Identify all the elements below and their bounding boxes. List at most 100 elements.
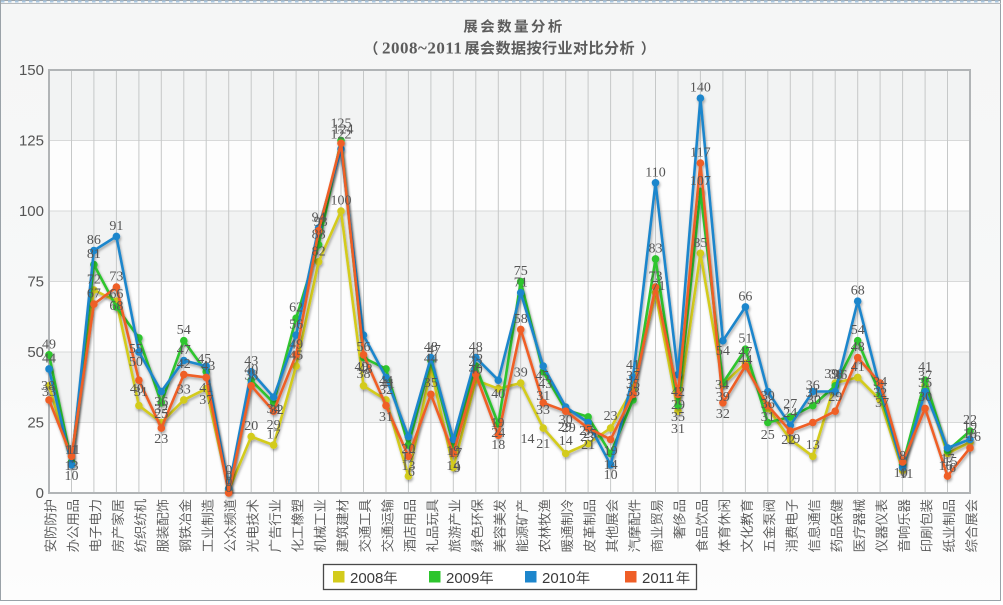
svg-text:50: 50 — [129, 355, 143, 370]
svg-text:73: 73 — [649, 270, 663, 285]
svg-text:44: 44 — [424, 351, 438, 366]
svg-text:49: 49 — [42, 337, 56, 352]
svg-text:0: 0 — [225, 475, 232, 490]
svg-text:54: 54 — [716, 344, 730, 359]
svg-text:9: 9 — [454, 461, 461, 476]
svg-text:37: 37 — [199, 393, 213, 408]
svg-text:100: 100 — [19, 203, 44, 220]
svg-text:37: 37 — [918, 369, 932, 384]
svg-text:48: 48 — [469, 340, 483, 355]
svg-text:45: 45 — [197, 352, 211, 367]
svg-text:10: 10 — [65, 469, 79, 484]
svg-text:25: 25 — [583, 427, 597, 442]
svg-text:32: 32 — [379, 383, 393, 398]
svg-text:48: 48 — [424, 340, 438, 355]
svg-text:50: 50 — [27, 344, 44, 361]
svg-text:24: 24 — [783, 406, 797, 421]
svg-text:17: 17 — [401, 450, 415, 465]
svg-text:81: 81 — [87, 247, 101, 262]
svg-text:33: 33 — [626, 385, 640, 400]
svg-text:25: 25 — [154, 407, 168, 422]
svg-text:35: 35 — [918, 376, 932, 391]
svg-text:14: 14 — [604, 458, 618, 473]
svg-text:22: 22 — [963, 413, 977, 428]
svg-text:25: 25 — [761, 428, 775, 443]
svg-text:23: 23 — [580, 430, 594, 445]
svg-text:16: 16 — [939, 459, 953, 474]
svg-text:39: 39 — [514, 366, 528, 381]
svg-text:31: 31 — [536, 389, 550, 404]
svg-text:83: 83 — [649, 241, 663, 256]
svg-text:13: 13 — [65, 459, 79, 474]
svg-text:2008: 2008 — [350, 570, 383, 587]
svg-text:27: 27 — [783, 397, 797, 412]
svg-text:71: 71 — [514, 275, 528, 290]
svg-text:19: 19 — [604, 444, 618, 459]
svg-text:40: 40 — [130, 382, 144, 397]
svg-text:44: 44 — [738, 353, 752, 368]
svg-text:72: 72 — [87, 273, 101, 288]
svg-text:19: 19 — [491, 416, 505, 431]
svg-text:41: 41 — [626, 358, 640, 373]
svg-text:24: 24 — [491, 426, 505, 441]
svg-text:39: 39 — [824, 367, 838, 382]
svg-text:6: 6 — [949, 461, 956, 476]
svg-text:32: 32 — [154, 402, 168, 417]
svg-text:49: 49 — [355, 360, 369, 375]
svg-text:0: 0 — [225, 481, 232, 496]
svg-text:20: 20 — [244, 419, 258, 434]
svg-text:48: 48 — [359, 362, 373, 377]
svg-text:31: 31 — [806, 386, 820, 401]
svg-text:110: 110 — [645, 165, 665, 180]
svg-text:10: 10 — [894, 466, 908, 481]
svg-text:16: 16 — [967, 430, 981, 445]
svg-text:0: 0 — [36, 485, 44, 502]
svg-text:68: 68 — [851, 284, 865, 299]
svg-text:36: 36 — [833, 368, 847, 383]
svg-text:40: 40 — [244, 363, 258, 378]
svg-text:43: 43 — [201, 359, 215, 374]
svg-text:35: 35 — [671, 410, 685, 425]
svg-text:14: 14 — [446, 459, 460, 474]
svg-text:17: 17 — [941, 452, 955, 467]
svg-text:32: 32 — [270, 403, 284, 418]
svg-text:2009: 2009 — [446, 570, 479, 587]
svg-text:41: 41 — [918, 360, 932, 375]
svg-text:31: 31 — [761, 410, 775, 425]
svg-text:41: 41 — [851, 360, 865, 375]
svg-text:124: 124 — [333, 123, 354, 138]
svg-text:11: 11 — [900, 467, 913, 482]
svg-text:91: 91 — [109, 219, 123, 234]
svg-text:18: 18 — [491, 438, 505, 453]
svg-text:17: 17 — [448, 446, 462, 461]
svg-text:23: 23 — [604, 409, 618, 424]
svg-text:30: 30 — [807, 393, 821, 408]
svg-text:94: 94 — [312, 210, 326, 225]
svg-text:88: 88 — [312, 227, 326, 242]
svg-text:47: 47 — [427, 343, 441, 358]
svg-text:38: 38 — [829, 368, 843, 383]
svg-text:47: 47 — [177, 343, 191, 358]
svg-text:11: 11 — [67, 443, 80, 458]
svg-text:54: 54 — [177, 323, 191, 338]
svg-text:35: 35 — [424, 376, 438, 391]
svg-text:33: 33 — [177, 382, 191, 397]
svg-text:86: 86 — [87, 233, 101, 248]
svg-text:75: 75 — [27, 274, 44, 291]
svg-text:10: 10 — [604, 468, 618, 483]
svg-text:43: 43 — [538, 377, 552, 392]
svg-text:31: 31 — [379, 410, 393, 425]
svg-text:34: 34 — [267, 402, 281, 417]
svg-text:8: 8 — [899, 449, 906, 464]
svg-text:122: 122 — [331, 128, 352, 143]
svg-text:150: 150 — [19, 62, 44, 79]
svg-text:29: 29 — [267, 418, 281, 433]
svg-text:56: 56 — [289, 318, 303, 333]
svg-text:11: 11 — [65, 443, 78, 458]
svg-text:45: 45 — [535, 369, 549, 384]
svg-text:56: 56 — [357, 340, 371, 355]
svg-text:125: 125 — [331, 117, 352, 132]
svg-text:0: 0 — [225, 469, 232, 484]
svg-text:85: 85 — [693, 236, 707, 251]
svg-text:39: 39 — [716, 390, 730, 405]
